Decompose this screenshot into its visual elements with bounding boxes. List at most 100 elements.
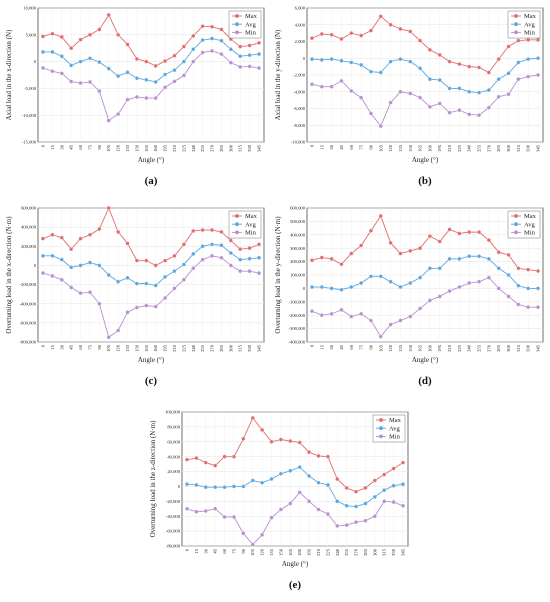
- legend-item-avg: Avg: [376, 425, 400, 432]
- data-point-avg: [457, 256, 462, 261]
- data-point-max: [335, 476, 340, 482]
- data-point-avg: [260, 480, 265, 485]
- x-tick-label: 180: [427, 344, 432, 352]
- data-point-max: [247, 43, 252, 48]
- y-tick-label: 400,000: [290, 232, 306, 238]
- data-point-max: [388, 22, 393, 27]
- data-point-min: [388, 322, 393, 327]
- data-point-avg: [222, 485, 227, 490]
- data-point-min: [69, 285, 74, 290]
- data-point-avg: [349, 285, 354, 290]
- data-point-avg: [116, 279, 121, 284]
- x-tick-label: 60: [222, 548, 227, 553]
- y-tick-label: -60,000: [166, 529, 181, 535]
- data-point-avg: [269, 476, 274, 482]
- y-tick-label: -4,000: [293, 89, 306, 95]
- data-point-max: [153, 63, 158, 68]
- data-point-max: [408, 29, 413, 34]
- data-point-max: [163, 258, 168, 263]
- x-tick-label: 210: [447, 144, 452, 152]
- data-point-avg: [50, 253, 55, 258]
- data-point-min: [307, 499, 312, 504]
- data-point-max: [181, 242, 186, 247]
- data-point-min: [496, 94, 501, 99]
- data-point-avg: [339, 287, 344, 292]
- data-point-max: [163, 59, 168, 64]
- data-point-min: [250, 542, 255, 547]
- data-point-max: [398, 26, 403, 31]
- x-tick-label: 195: [437, 144, 442, 152]
- data-point-min: [378, 334, 383, 339]
- panel-caption: (d): [418, 375, 432, 387]
- data-point-max: [97, 27, 102, 32]
- data-point-avg: [339, 58, 344, 63]
- y-tick-label: -300,000: [289, 326, 306, 332]
- x-tick-label: 315: [516, 344, 521, 352]
- legend-swatch-marker: [235, 22, 239, 27]
- x-tick-label: 210: [316, 548, 321, 556]
- data-point-min: [209, 48, 215, 53]
- data-point-avg: [247, 256, 252, 261]
- x-tick-label: 210: [172, 144, 177, 152]
- y-tick-label: 5,000: [26, 32, 37, 38]
- legend-swatch-marker: [514, 22, 518, 27]
- x-tick-label: 195: [437, 344, 442, 352]
- data-point-min: [316, 507, 321, 512]
- legend-swatch-marker: [514, 214, 518, 218]
- x-tick-label: 120: [260, 548, 265, 556]
- y-tick-label: 10,000: [23, 6, 36, 12]
- data-point-max: [219, 27, 224, 32]
- data-point-min: [50, 273, 55, 279]
- data-point-avg: [288, 468, 293, 473]
- data-point-max: [260, 427, 265, 432]
- x-tick-label: 90: [97, 144, 102, 149]
- data-point-max: [359, 33, 364, 38]
- data-point-min: [184, 506, 190, 511]
- data-point-avg: [388, 279, 393, 284]
- plot-frame: [37, 207, 265, 343]
- legend-item-avg: Avg: [511, 21, 535, 28]
- data-point-avg: [69, 265, 74, 270]
- series-line-max: [42, 14, 260, 67]
- data-point-max: [144, 59, 149, 64]
- x-axis-label: Angle (°): [412, 156, 439, 164]
- data-point-max: [388, 240, 393, 245]
- legend-swatch-marker: [514, 14, 518, 18]
- x-tick-label: 345: [536, 144, 541, 152]
- x-tick-label: 45: [339, 344, 344, 349]
- x-tick-label: 135: [398, 144, 403, 152]
- x-tick-label: 120: [116, 144, 121, 152]
- x-tick-label: 345: [257, 144, 262, 152]
- x-tick-label: 0: [310, 144, 315, 147]
- x-tick-label: 90: [241, 548, 246, 553]
- chart-panel-d: -400,000 -300,000 -200,000 -100,000 0 100,000…: [274, 206, 544, 387]
- data-point-max: [353, 489, 359, 494]
- y-tick-label: -800,000: [20, 340, 37, 346]
- x-tick-label: 90: [368, 344, 373, 349]
- data-point-min: [427, 104, 432, 109]
- data-point-min: [526, 74, 531, 79]
- data-point-max: [106, 12, 111, 18]
- data-point-min: [437, 294, 442, 299]
- data-point-avg: [418, 275, 423, 280]
- legend-label: Min: [245, 230, 257, 237]
- data-point-max: [228, 238, 233, 243]
- data-point-avg: [496, 266, 501, 271]
- legend-label: Avg: [524, 21, 535, 28]
- data-point-max: [437, 52, 442, 57]
- data-point-min: [194, 509, 199, 514]
- data-point-min: [200, 257, 205, 262]
- data-point-avg: [476, 90, 482, 95]
- x-tick-label: 345: [401, 548, 406, 556]
- x-tick-label: 135: [269, 548, 274, 556]
- data-point-avg: [486, 256, 491, 261]
- x-tick-label: 330: [526, 144, 531, 152]
- x-tick-label: 255: [200, 144, 205, 152]
- data-point-avg: [191, 251, 196, 256]
- y-axis-label: Axial load in the x-direction (N): [5, 29, 13, 120]
- data-point-min: [526, 305, 531, 310]
- data-point-max: [319, 255, 324, 260]
- data-point-min: [339, 78, 344, 83]
- data-point-avg: [209, 242, 215, 247]
- data-point-max: [144, 258, 149, 263]
